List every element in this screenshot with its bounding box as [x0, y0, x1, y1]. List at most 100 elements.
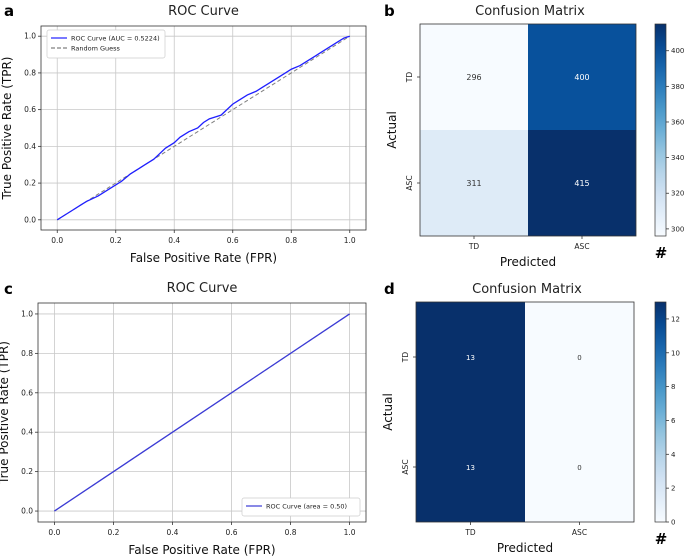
cell-value: 311 [466, 179, 481, 188]
colorbar [654, 301, 667, 523]
y-tick-label: TD [405, 72, 414, 84]
heatmap-cell [528, 130, 636, 236]
cell-value: 415 [574, 179, 589, 188]
cell-value: 400 [574, 73, 589, 82]
y-axis-label: Actual [385, 111, 399, 149]
y-tick-label: 0.8 [21, 349, 33, 358]
x-tick-label: 0.2 [107, 528, 119, 537]
colorbar-tick-label: 300 [671, 225, 684, 233]
y-tick-label: 0.0 [24, 215, 36, 224]
plot-frame [37, 302, 367, 523]
roc-curve-line [56, 35, 350, 221]
heatmap-cell [525, 302, 634, 412]
panel-letter: a [4, 2, 14, 20]
y-tick-label: 0.6 [24, 105, 36, 114]
legend-box [241, 497, 361, 517]
legend: ROC Curve (area = 0.50) [241, 497, 361, 517]
panel-letter: b [384, 2, 395, 20]
roc-chart-a: a ROC Curve 0.0 0.2 0.4 0.6 0.8 1.0 0.0 0.2 0.4 0.6… [0, 2, 367, 265]
random-guess-line [56, 35, 351, 221]
chart-title: ROC Curve [167, 281, 238, 296]
cell-value: 0 [577, 354, 581, 362]
heatmap-frame [419, 23, 637, 237]
heatmap-cell [416, 412, 525, 522]
x-axis-label: Predicted [497, 541, 553, 555]
colorbar-label: # [655, 530, 668, 548]
heatmap-cell [420, 130, 528, 236]
x-tick-label: 0.0 [51, 236, 63, 245]
colorbar-tick-label: 320 [671, 190, 684, 198]
y-tick-label: 0.6 [21, 388, 33, 397]
confusion-matrix-b: b Confusion Matrix 296 400 311 415 TD ASC TD ASC P… [384, 2, 684, 269]
cell-value: 13 [466, 464, 475, 472]
y-tick-label: 1.0 [24, 32, 36, 41]
colorbar-tick-label: 380 [671, 83, 684, 91]
legend: ROC Curve (AUC = 0.5224) Random Guess [46, 29, 166, 59]
legend-box [46, 29, 166, 59]
x-axis-label: Predicted [500, 255, 556, 269]
y-tick-label: 0.2 [24, 179, 36, 188]
colorbar-tick-label: 10 [671, 349, 680, 357]
heatmap-cell [416, 302, 525, 412]
heatmap-cell [420, 24, 528, 130]
legend-label: ROC Curve (area = 0.50) [266, 503, 347, 511]
cell-value: 296 [466, 73, 481, 82]
legend-label: Random Guess [71, 45, 121, 53]
cell-value: 0 [577, 464, 581, 472]
colorbar-tick-label: 12 [671, 315, 680, 323]
y-tick-label: ASC [405, 175, 414, 190]
x-tick-label: 0.4 [168, 236, 180, 245]
x-tick-label: 0.8 [285, 236, 297, 245]
heatmap-cell [528, 24, 636, 130]
x-tick-label: ASC [572, 528, 587, 537]
chart-title: Confusion Matrix [475, 4, 585, 19]
y-tick-label: 0.8 [24, 68, 36, 77]
x-tick-label: TD [468, 242, 480, 251]
y-tick-label: 0.4 [24, 142, 36, 151]
plot-frame [40, 25, 367, 231]
y-tick-label: TD [401, 352, 410, 364]
colorbar-tick-label: 2 [671, 485, 675, 493]
x-tick-label: 0.0 [48, 528, 60, 537]
panel-letter: d [384, 280, 395, 298]
y-axis-label: True Positive Rate (TPR) [0, 341, 11, 485]
heatmap-frame [415, 301, 635, 523]
colorbar-label: # [655, 244, 668, 262]
x-tick-label: 0.6 [226, 528, 238, 537]
x-tick-label: 0.8 [285, 528, 297, 537]
y-tick-label: 1.0 [21, 309, 33, 318]
confusion-matrix-d: d Confusion Matrix 13 0 13 0 TD ASC TD ASC Predict… [381, 280, 680, 555]
y-tick-label: ASC [401, 459, 410, 474]
y-axis-label: True Positive Rate (TPR) [0, 57, 14, 201]
x-tick-label: 0.4 [167, 528, 179, 537]
roc-curve-line [54, 313, 350, 512]
roc-chart-c: c ROC Curve 0.0 0.2 0.4 0.6 0.8 1.0 0.0 0.2 0.4 0.6… [0, 280, 367, 556]
colorbar-tick-label: 360 [671, 118, 684, 126]
chart-title: Confusion Matrix [472, 282, 582, 297]
colorbar-tick-label: 340 [671, 154, 684, 162]
x-tick-label: 1.0 [344, 236, 356, 245]
legend-label: ROC Curve (AUC = 0.5224) [71, 35, 160, 43]
y-axis-label: Actual [381, 393, 395, 431]
x-tick-label: TD [464, 528, 476, 537]
colorbar-tick-label: 8 [671, 383, 675, 391]
y-tick-label: 0.0 [21, 507, 33, 516]
x-tick-label: 0.2 [110, 236, 122, 245]
x-tick-label: ASC [574, 242, 589, 251]
colorbar-tick-label: 0 [671, 519, 675, 527]
x-tick-label: 1.0 [344, 528, 356, 537]
panel-letter: c [4, 280, 13, 298]
cell-value: 13 [466, 354, 475, 362]
x-tick-label: 0.6 [227, 236, 239, 245]
x-axis-label: False Positive Rate (FPR) [130, 251, 277, 265]
colorbar-tick-label: 6 [671, 417, 676, 425]
colorbar-tick-label: 400 [671, 47, 684, 55]
x-axis-label: False Positive Rate (FPR) [128, 543, 275, 556]
y-tick-label: 0.2 [21, 467, 33, 476]
colorbar [654, 23, 667, 237]
colorbar-tick-label: 4 [671, 451, 676, 459]
y-tick-label: 0.4 [21, 428, 33, 437]
heatmap-cell [525, 412, 634, 522]
